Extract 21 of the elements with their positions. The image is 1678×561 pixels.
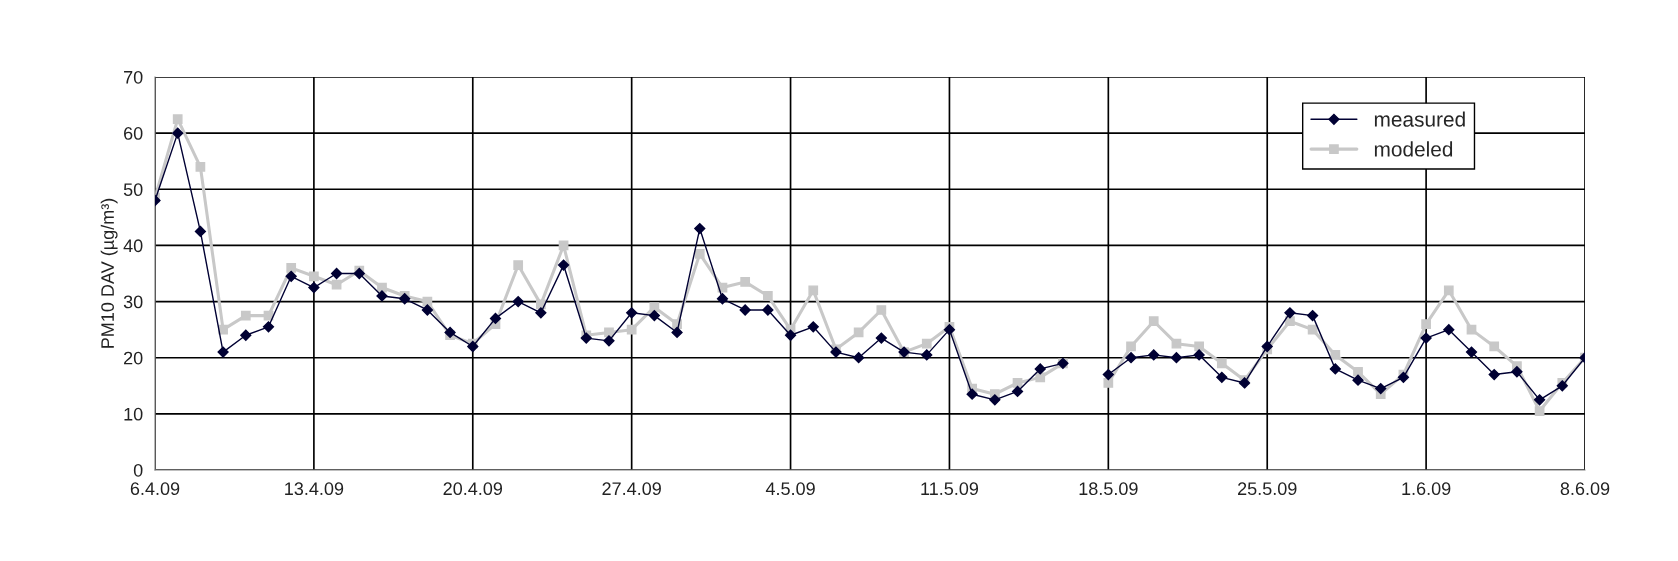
x-tick-label: 18.5.09 [1079, 482, 1138, 496]
x-tick-label: 13.4.09 [285, 482, 344, 496]
legend-label: measured [1374, 111, 1465, 127]
y-tick-label: 70 [124, 70, 143, 84]
x-tick-label: 6.4.09 [130, 482, 180, 496]
y-tick-label: 50 [123, 183, 143, 197]
x-tick-label: 25.5.09 [1238, 482, 1297, 496]
x-tick-label: 11.5.09 [921, 482, 979, 496]
legend-label: modeled [1374, 141, 1453, 157]
y-tick-label: 0 [133, 463, 143, 477]
y-tick-label: 20 [124, 351, 143, 365]
x-tick-label: 1.6.09 [1402, 482, 1451, 496]
x-tick-label: 20.4.09 [443, 482, 503, 496]
y-tick-label: 10 [124, 407, 143, 421]
y-axis-title: PM10 DAV (µg/m³) [100, 198, 118, 348]
x-tick-label: 27.4.09 [602, 482, 661, 496]
x-tick-label: 4.5.09 [765, 482, 815, 496]
y-tick-label: 60 [124, 127, 143, 140]
y-tick-label: 40 [123, 239, 143, 253]
x-tick-label: 8.6.09 [1560, 482, 1610, 496]
y-tick-label: 30 [123, 295, 143, 309]
